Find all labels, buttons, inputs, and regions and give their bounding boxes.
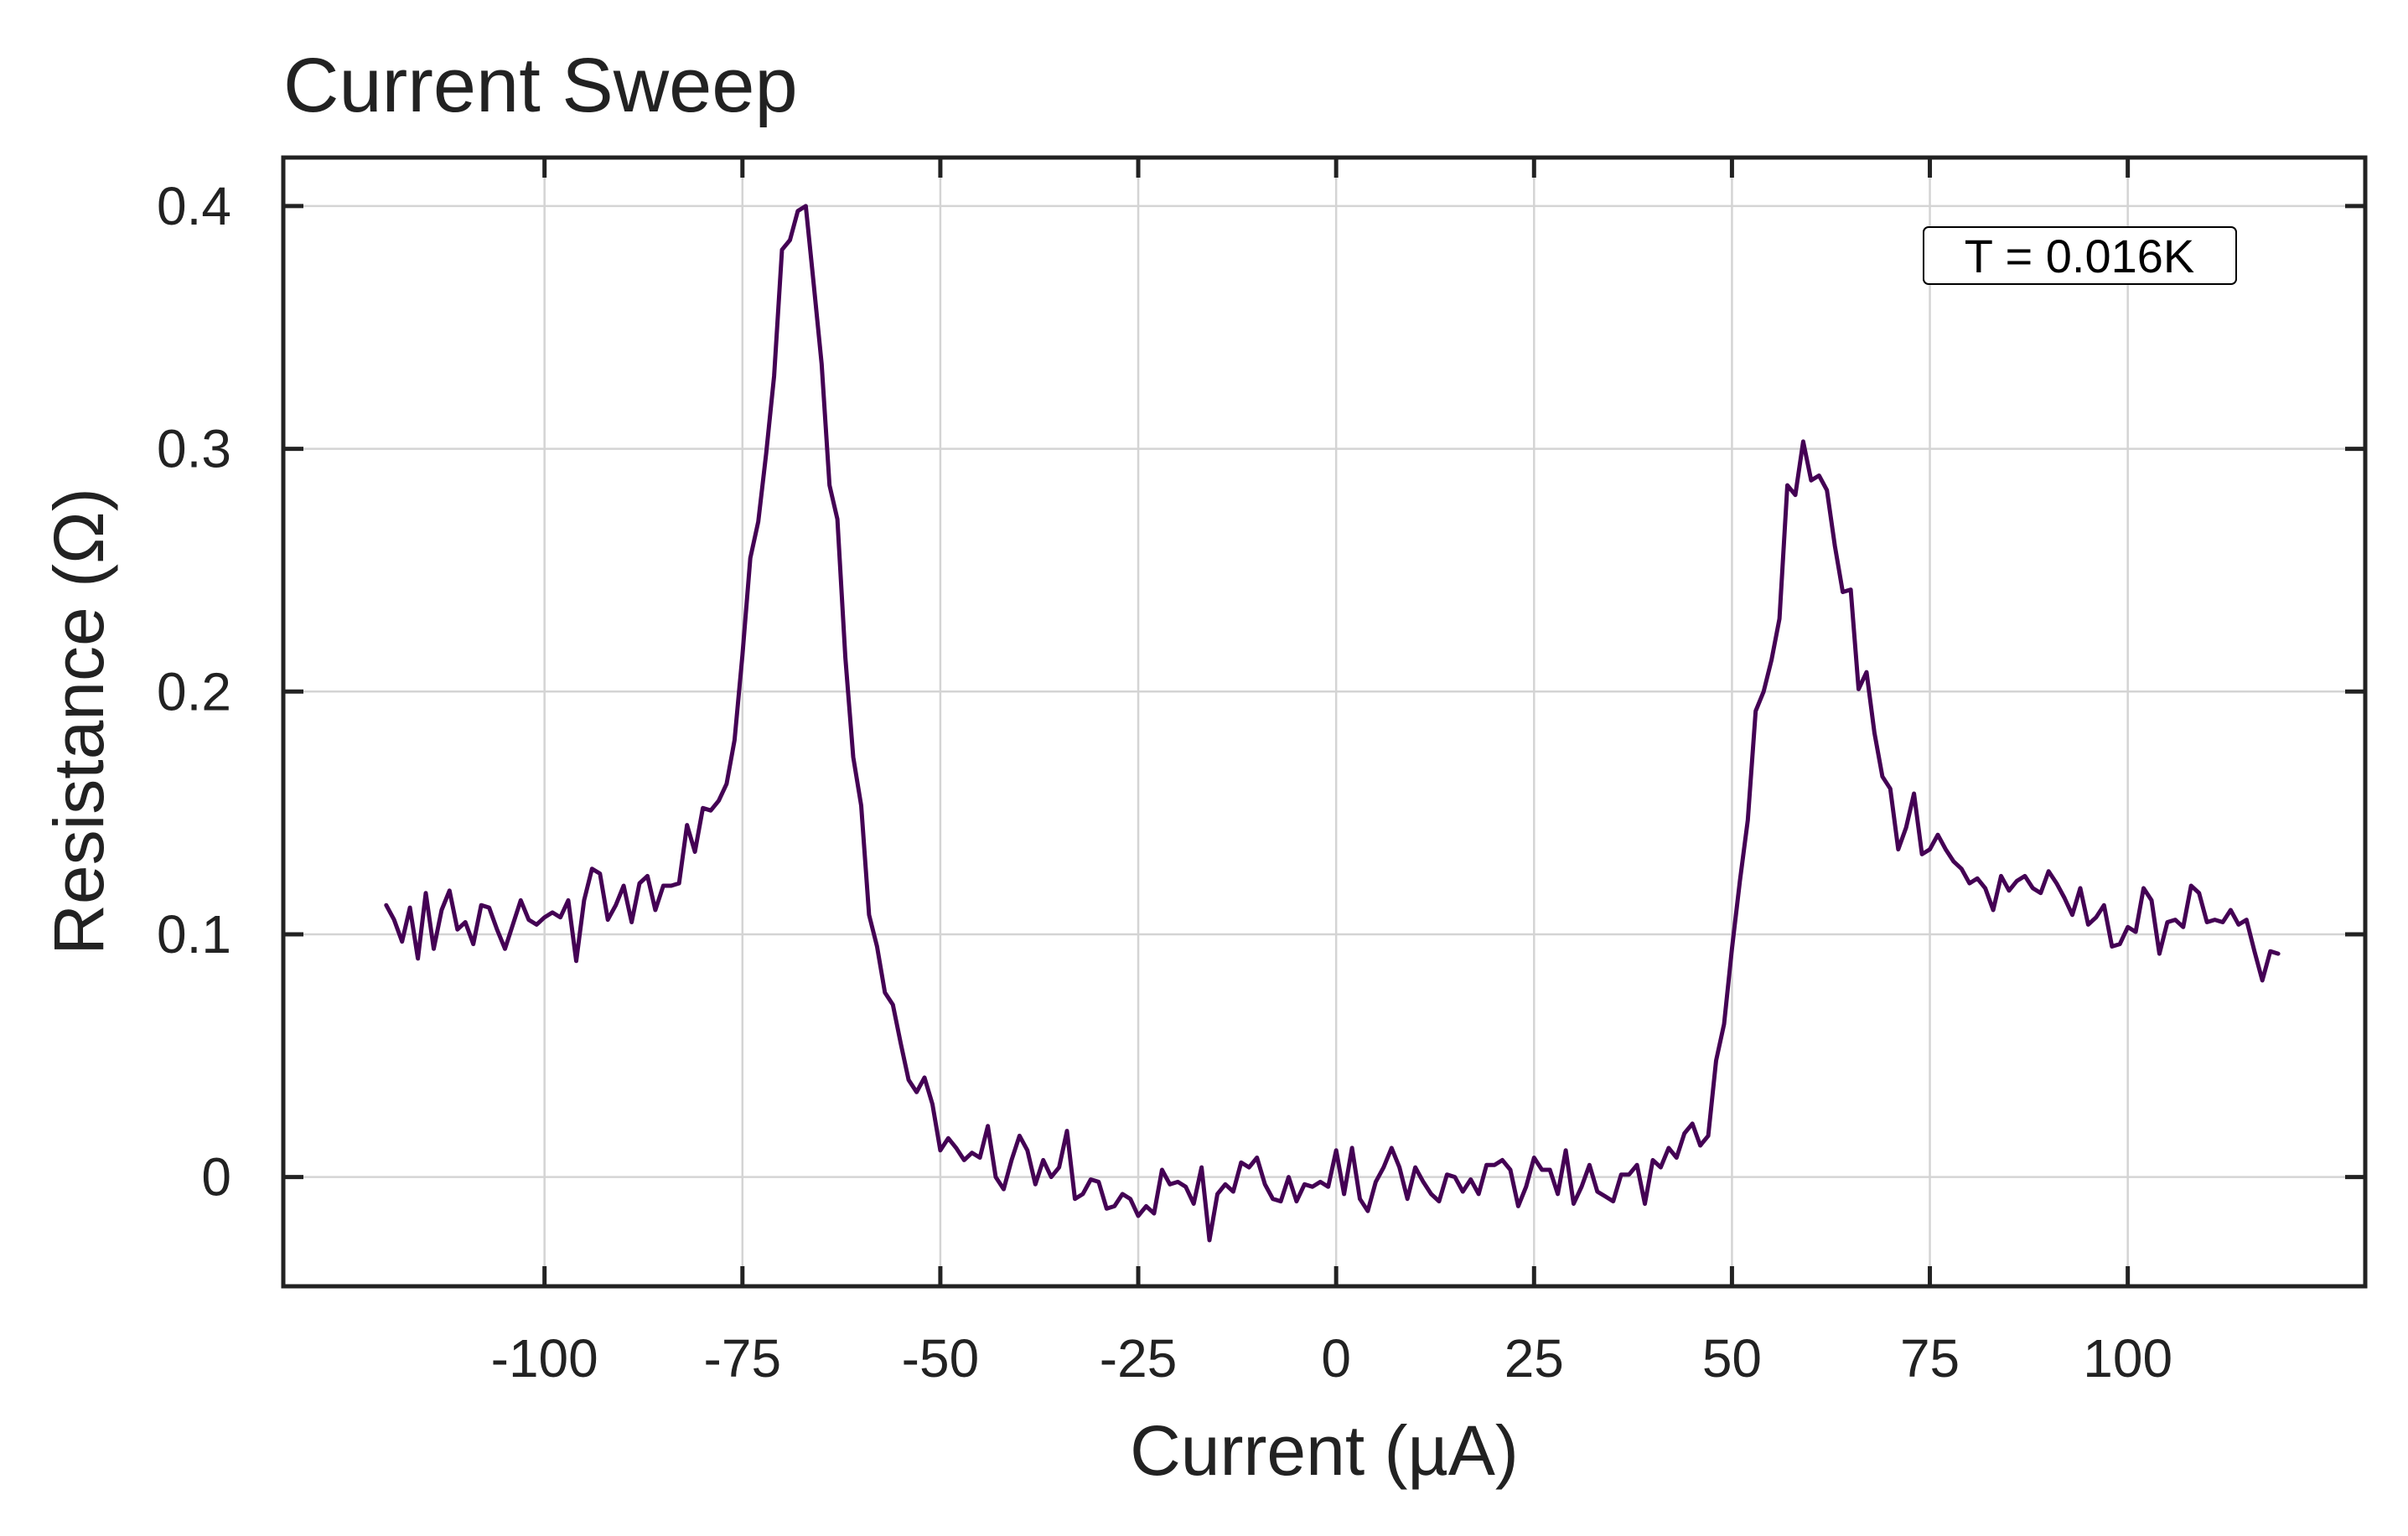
x-tick-label: -100 [491,1328,598,1389]
y-axis-label: Resistance (Ω) [39,488,118,955]
y-tick-label: 0.1 [157,904,231,965]
annotation-text: T = 0.016K [1965,230,2195,282]
x-tick-labels: -100 -75 -50 -25 0 25 50 75 100 [491,1328,2172,1389]
x-tick-label: 50 [1702,1328,1762,1389]
y-tick-label: 0.2 [157,661,231,721]
x-axis-label: Current (µA) [1130,1411,1519,1490]
x-tick-label: 25 [1504,1328,1564,1389]
chart-title: Current Sweep [283,43,798,128]
plot-frame [281,155,2368,1289]
annotation-box [1923,226,2237,285]
x-tick-label: 75 [1900,1328,1960,1389]
x-tick-label: -50 [902,1328,980,1389]
y-tick-label: 0 [201,1147,231,1208]
y-tick-label: 0.4 [157,176,231,236]
x-tick-label: -25 [1100,1328,1178,1389]
grid-lines [283,158,2365,1286]
series-layer [384,204,2281,1243]
y-tick-label: 0.3 [157,419,231,479]
y-tick-labels: 0 0.1 0.2 0.3 0.4 [157,176,231,1208]
x-tick-label: 100 [2083,1328,2172,1389]
x-tick-label: -75 [704,1328,782,1389]
series-line [384,204,2281,1243]
temperature-annotation: T = 0.016K [1923,226,2237,285]
x-tick-label: 0 [1321,1328,1351,1389]
axis-ticks [283,158,2365,1286]
